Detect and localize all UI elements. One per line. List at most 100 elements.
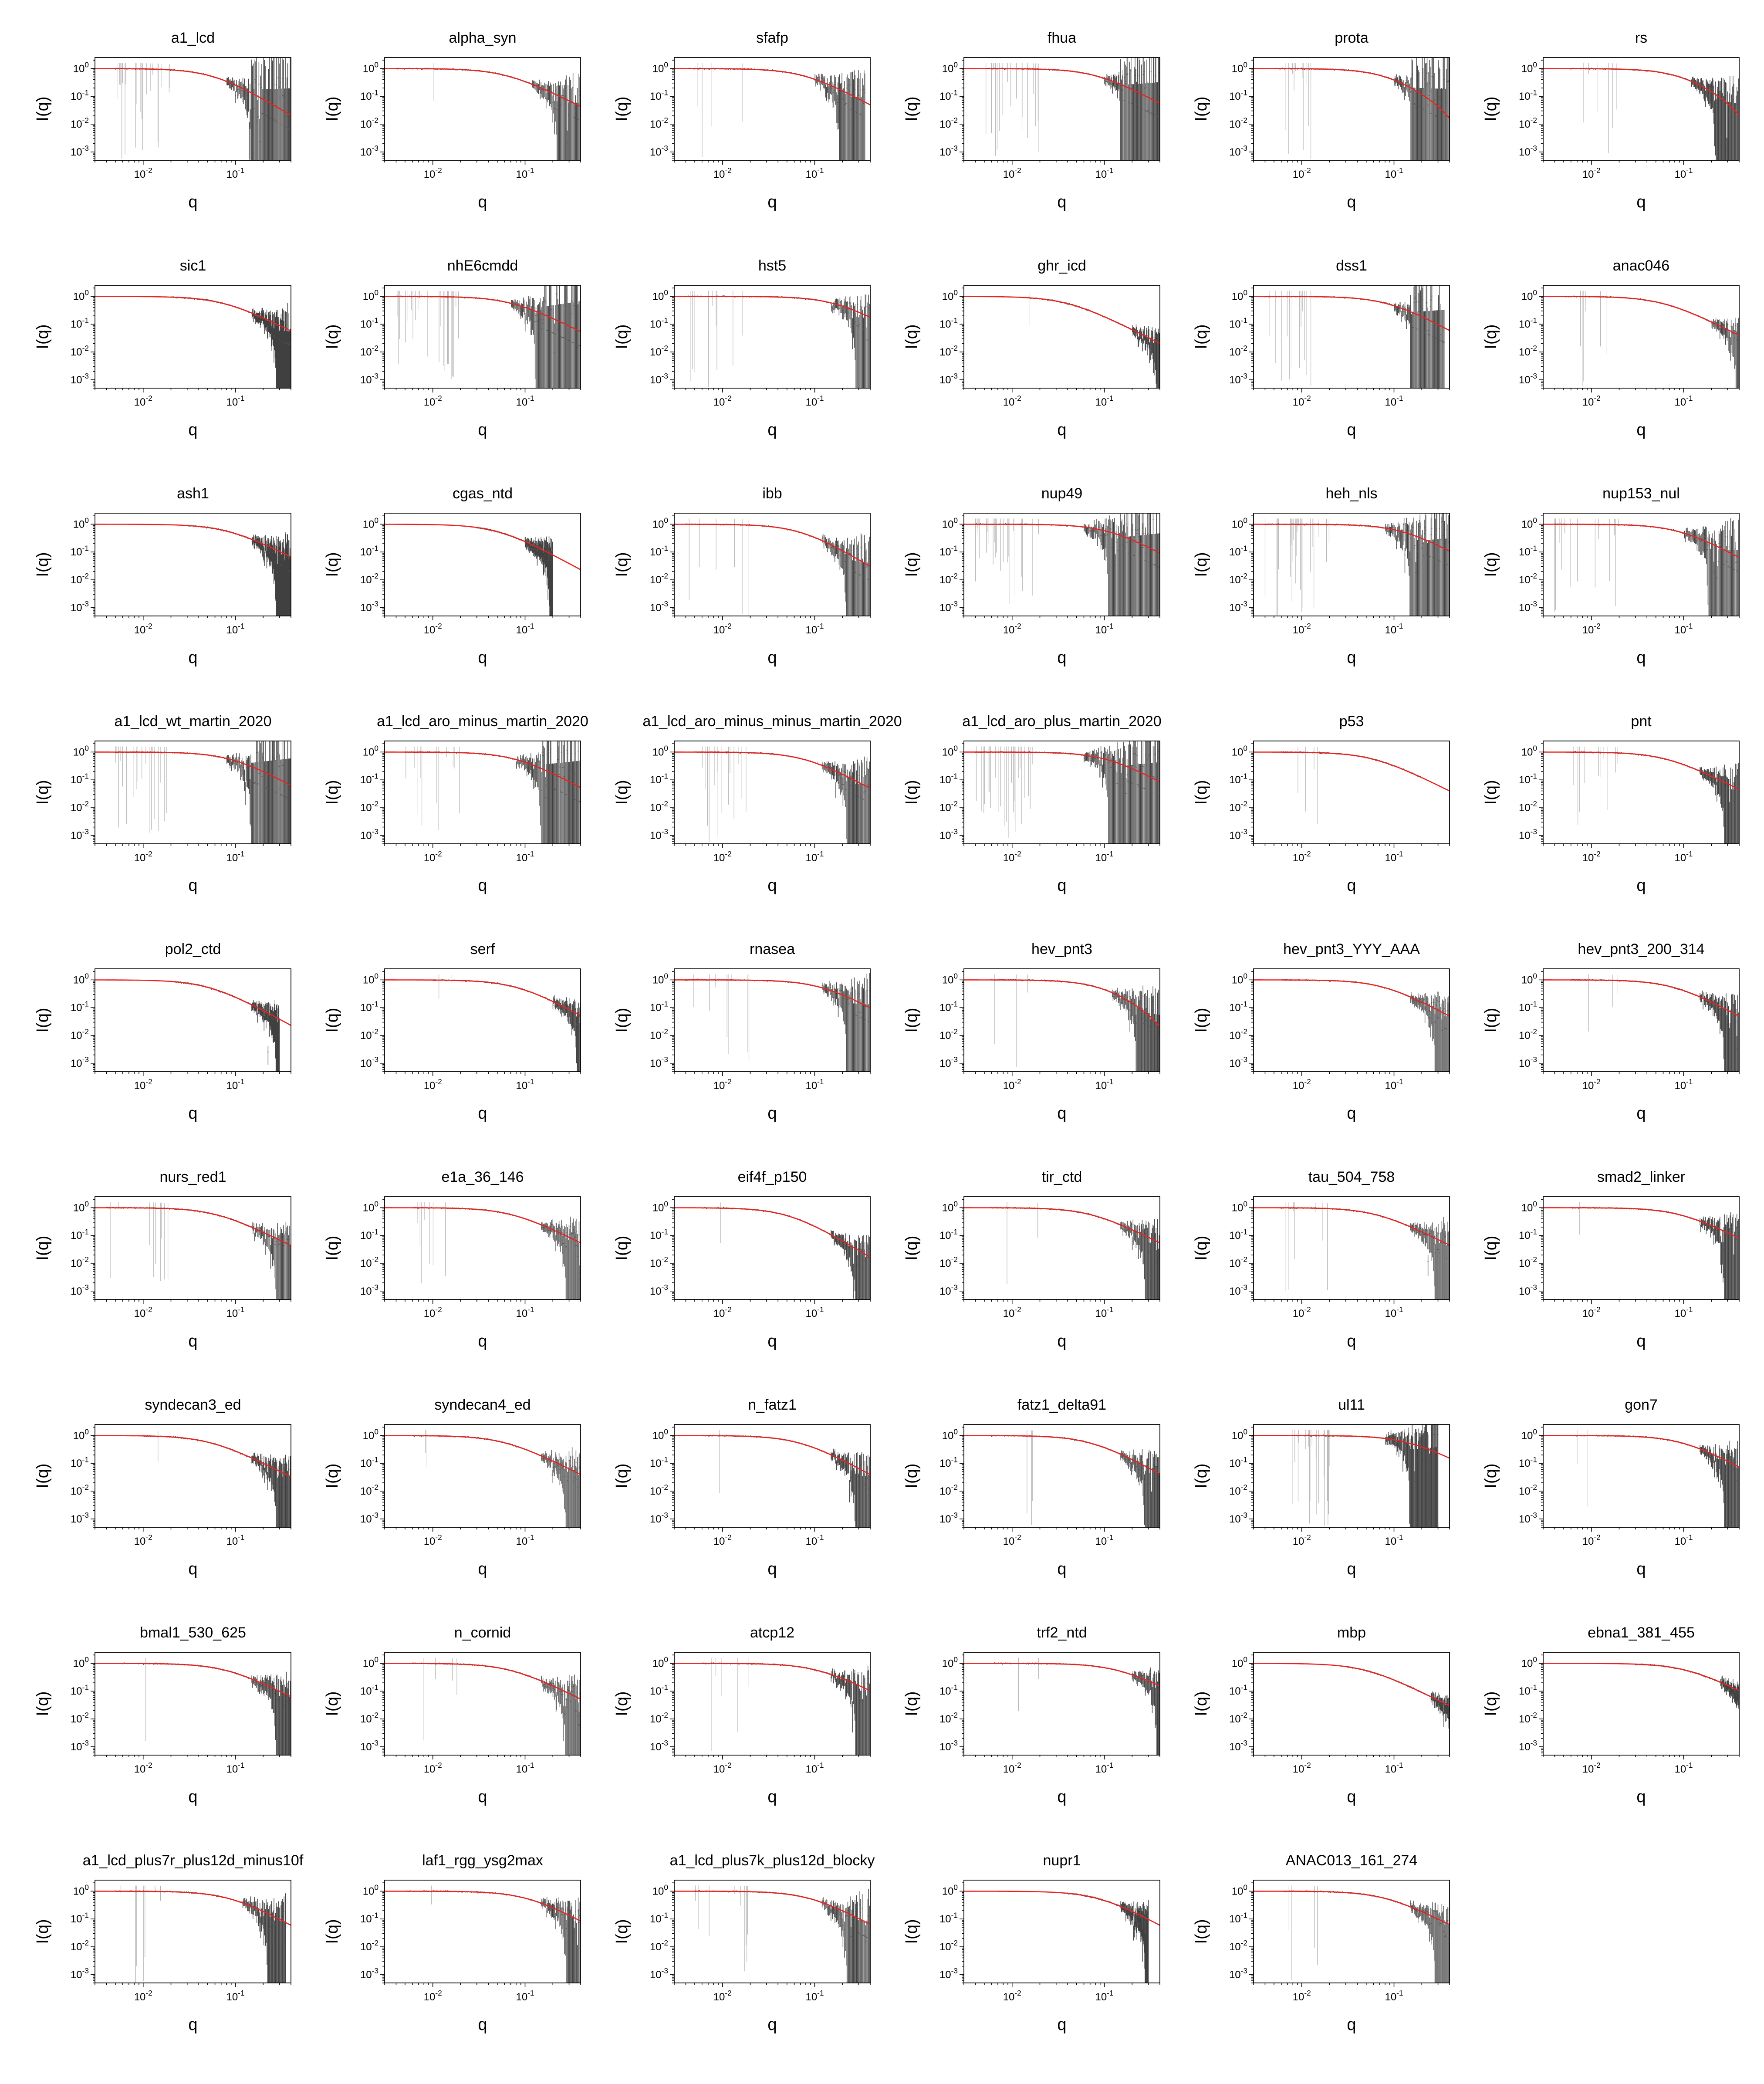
- y-tick-label: 10-2: [1519, 1255, 1537, 1269]
- y-ticks: 100 10-1 10-2 10-3: [939, 1427, 964, 1528]
- data-points: [1281, 979, 1450, 1031]
- y-axis-label: I(q): [613, 1008, 631, 1033]
- subplot-title: laf1_rgg_ysg2max: [422, 1852, 543, 1869]
- data-series: [991, 1658, 1160, 1755]
- y-axis-label: I(q): [34, 97, 52, 122]
- y-tick-label: 10-2: [71, 572, 89, 586]
- fit-line: [964, 1207, 1160, 1244]
- x-ticks: 10-2 10-1: [1253, 1755, 1450, 1775]
- data-errorbars-lowq: [697, 63, 743, 157]
- y-tick-label: 10-2: [360, 116, 378, 130]
- plot-area: [95, 1658, 291, 1755]
- y-tick-label: 10-1: [1229, 1455, 1247, 1469]
- y-tick-label: 10-3: [360, 1055, 378, 1069]
- y-ticks: 100 10-1 10-2 10-3: [650, 1654, 674, 1756]
- y-tick-label: 10-1: [939, 88, 958, 102]
- fit-line: [385, 524, 581, 570]
- subplot-sic1: 10-2 10-1 100 10-1 10-2 10-3 sic1 q I(q): [34, 257, 291, 439]
- y-tick-label: 10-2: [1229, 799, 1247, 814]
- x-tick-label: 10-1: [1095, 1305, 1113, 1319]
- x-tick-label: 10-1: [1095, 1077, 1113, 1092]
- x-ticks: 10-2 10-1: [674, 1072, 871, 1092]
- data-errorbars-lowq: [1583, 63, 1617, 153]
- x-tick-label: 10-1: [1674, 1533, 1693, 1547]
- subplot-title: heh_nls: [1325, 485, 1377, 502]
- axes-frame: [1543, 1652, 1740, 1756]
- data-series: [991, 1202, 1160, 1299]
- x-tick-label: 10-2: [1003, 1989, 1021, 2003]
- x-tick-label: 10-2: [1293, 394, 1311, 408]
- y-tick-label: 100: [652, 516, 668, 531]
- data-errorbars-lowq: [1288, 1885, 1318, 1980]
- data-series: [701, 1202, 870, 1299]
- plot-area: [674, 1885, 870, 1983]
- y-tick-label: 10-3: [939, 1511, 958, 1525]
- x-ticks: 10-2 10-1: [1543, 388, 1740, 408]
- x-axis-label: q: [1347, 649, 1356, 667]
- y-axis-label: I(q): [323, 97, 341, 122]
- y-axis-label: I(q): [1482, 1008, 1500, 1033]
- data-errorbars: [1571, 1207, 1739, 1299]
- y-tick-label: 10-2: [650, 1255, 668, 1269]
- x-tick-label: 10-1: [516, 1761, 534, 1775]
- data-points: [685, 978, 870, 1022]
- plot-area: [1543, 746, 1739, 844]
- data-points: [115, 741, 291, 800]
- y-tick-label: 10-2: [939, 1711, 958, 1725]
- y-axis-label: I(q): [1192, 552, 1210, 577]
- fit-line: [385, 979, 581, 1016]
- data-errorbars-lowq: [1554, 518, 1619, 612]
- x-tick-label: 10-2: [1293, 1077, 1311, 1092]
- y-tick-label: 10-3: [71, 1739, 89, 1753]
- fit-line: [1543, 1207, 1739, 1239]
- data-errorbars-lowq: [1285, 63, 1311, 159]
- data-series: [170, 296, 291, 388]
- x-tick-label: 10-1: [226, 1533, 244, 1547]
- subplot-title: a1_lcd_wt_martin_2020: [114, 713, 271, 730]
- y-tick-label: 10-3: [1229, 599, 1247, 614]
- data-points: [1345, 1666, 1450, 1718]
- y-tick-label: 10-1: [650, 88, 668, 102]
- y-tick-label: 10-2: [939, 1483, 958, 1497]
- y-axis-label: I(q): [902, 552, 921, 577]
- y-tick-label: 10-1: [71, 1911, 89, 1925]
- x-tick-label: 10-2: [1582, 1533, 1601, 1547]
- y-tick-label: 10-2: [360, 799, 378, 814]
- data-points: [991, 979, 1160, 1039]
- y-tick-label: 100: [73, 1428, 89, 1442]
- x-ticks: 10-2 10-1: [1253, 1299, 1450, 1319]
- x-axis-label: q: [1057, 2016, 1066, 2034]
- x-tick-label: 10-2: [1003, 394, 1021, 408]
- data-series: [685, 973, 870, 1072]
- plot-area: [95, 1885, 291, 1983]
- x-tick-label: 10-1: [1674, 1761, 1693, 1775]
- data-errorbars-lowq: [1285, 1202, 1328, 1291]
- subplot-title: pol2_ctd: [165, 941, 221, 957]
- data-errorbars-lowq: [994, 974, 1028, 1067]
- data-errorbars: [991, 1207, 1160, 1299]
- data-points: [975, 750, 1160, 797]
- y-tick-label: 100: [1232, 288, 1247, 303]
- x-ticks: 10-2 10-1: [1543, 616, 1740, 636]
- y-tick-label: 10-2: [1229, 116, 1247, 130]
- y-tick-label: 10-1: [360, 771, 378, 786]
- axes-frame: [1253, 1880, 1450, 1983]
- plot-area: [674, 63, 870, 160]
- y-ticks: 100 10-1 10-2 10-3: [650, 743, 674, 844]
- x-tick-label: 10-2: [424, 622, 442, 636]
- y-tick-label: 10-1: [939, 316, 958, 330]
- axes-frame: [674, 1880, 871, 1983]
- x-axis-label: q: [188, 1788, 197, 1806]
- y-tick-label: 100: [363, 516, 378, 531]
- axes-frame: [384, 1424, 581, 1528]
- subplot-a1_lcd_plus7k_plus12d_blocky: 10-2 10-1 100 10-1 10-2 10-3 a1_lcd_plus7k_plu…: [613, 1852, 875, 2034]
- axes-frame: [963, 285, 1160, 389]
- y-tick-label: 10-3: [650, 1966, 668, 1981]
- x-tick-label: 10-1: [226, 849, 244, 864]
- subplot-title: nhE6cmdd: [447, 257, 518, 274]
- data-series: [1570, 746, 1739, 844]
- data-series: [186, 524, 291, 616]
